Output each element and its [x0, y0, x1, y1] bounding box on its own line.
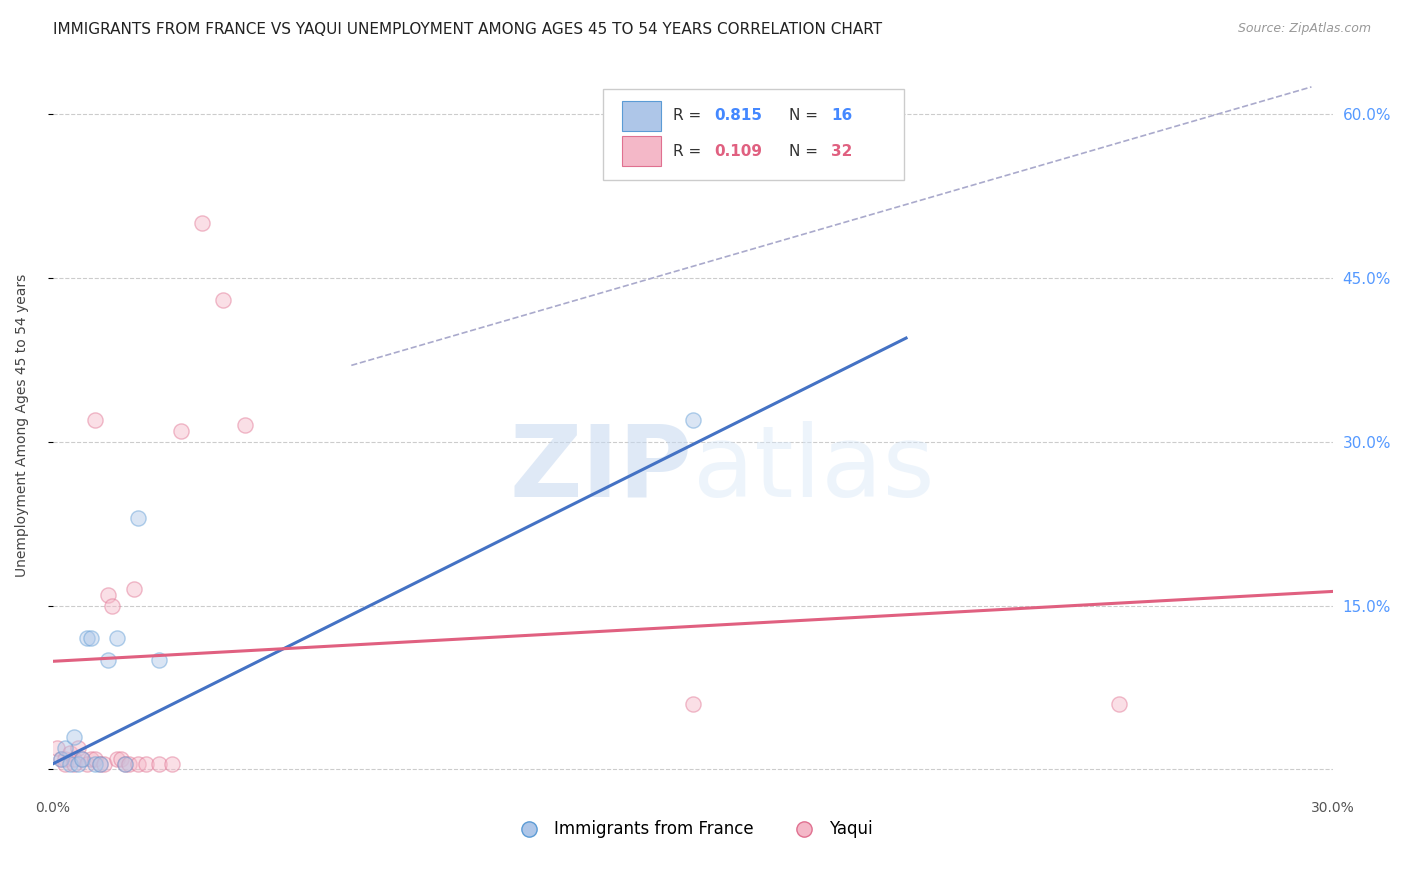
- Point: [101, 599, 124, 613]
- Point: [67, 740, 90, 755]
- Point: [148, 756, 170, 771]
- Text: 0.109: 0.109: [714, 144, 762, 159]
- Point: [49, 751, 72, 765]
- Text: 16: 16: [831, 109, 852, 123]
- Text: ZIP: ZIP: [510, 421, 693, 518]
- Point: [84, 413, 107, 427]
- Point: [93, 756, 115, 771]
- Point: [63, 751, 86, 765]
- Point: [72, 751, 94, 765]
- Point: [45, 740, 67, 755]
- Text: R =: R =: [673, 109, 707, 123]
- Point: [191, 216, 214, 230]
- Point: [89, 756, 111, 771]
- Y-axis label: Unemployment Among Ages 45 to 54 years: Unemployment Among Ages 45 to 54 years: [15, 274, 30, 577]
- Point: [89, 756, 111, 771]
- Point: [67, 756, 90, 771]
- Point: [127, 756, 149, 771]
- Point: [169, 424, 191, 438]
- Point: [160, 756, 183, 771]
- Point: [97, 588, 120, 602]
- Point: [135, 756, 157, 771]
- Point: [114, 756, 136, 771]
- Bar: [623, 136, 661, 166]
- Point: [80, 751, 103, 765]
- Point: [84, 751, 107, 765]
- Point: [682, 413, 704, 427]
- Text: N =: N =: [789, 109, 823, 123]
- Point: [63, 730, 86, 744]
- Point: [110, 751, 132, 765]
- Point: [212, 293, 235, 307]
- Point: [55, 751, 77, 765]
- Point: [105, 632, 128, 646]
- Text: R =: R =: [673, 144, 707, 159]
- Text: Source: ZipAtlas.com: Source: ZipAtlas.com: [1237, 22, 1371, 36]
- Point: [84, 756, 107, 771]
- Point: [122, 582, 145, 597]
- FancyBboxPatch shape: [603, 89, 904, 180]
- Text: IMMIGRANTS FROM FRANCE VS YAQUI UNEMPLOYMENT AMONG AGES 45 TO 54 YEARS CORRELATI: IMMIGRANTS FROM FRANCE VS YAQUI UNEMPLOY…: [53, 22, 883, 37]
- Text: 0.815: 0.815: [714, 109, 762, 123]
- Point: [59, 756, 82, 771]
- Point: [76, 632, 98, 646]
- Point: [55, 740, 77, 755]
- Point: [148, 653, 170, 667]
- Point: [233, 418, 256, 433]
- Legend: Immigrants from France, Yaqui: Immigrants from France, Yaqui: [506, 814, 879, 845]
- Point: [59, 746, 82, 760]
- Text: N =: N =: [789, 144, 823, 159]
- Point: [114, 756, 136, 771]
- Point: [63, 756, 86, 771]
- Point: [118, 756, 141, 771]
- Text: atlas: atlas: [693, 421, 935, 518]
- Point: [127, 511, 149, 525]
- Point: [105, 751, 128, 765]
- Point: [682, 697, 704, 711]
- Point: [72, 751, 94, 765]
- Text: 32: 32: [831, 144, 852, 159]
- Point: [1108, 697, 1130, 711]
- Point: [76, 756, 98, 771]
- Point: [80, 632, 103, 646]
- Point: [55, 756, 77, 771]
- Point: [49, 751, 72, 765]
- Point: [97, 653, 120, 667]
- Bar: [623, 102, 661, 130]
